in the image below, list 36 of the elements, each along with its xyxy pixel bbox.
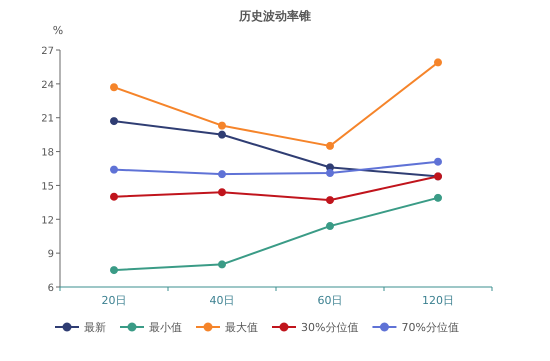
y-tick-label: 15 (41, 181, 54, 192)
x-tick-label: 40日 (210, 294, 234, 307)
y-tick-label: 21 (41, 114, 54, 125)
x-tick-label: 20日 (102, 294, 126, 307)
y-tick-label: 12 (41, 215, 54, 226)
x-tick-label: 120日 (422, 294, 454, 307)
legend-label: 最大值 (225, 321, 258, 334)
point (218, 122, 226, 130)
point (434, 158, 442, 166)
point (110, 166, 118, 174)
point (218, 260, 226, 268)
legend-label: 最新 (84, 321, 106, 334)
y-tick-label: 24 (41, 80, 54, 91)
point (110, 192, 118, 201)
point (326, 196, 334, 204)
legend-label: 最小值 (149, 321, 182, 334)
point (218, 130, 226, 139)
y-tick-label: 9 (48, 249, 54, 260)
point (218, 170, 226, 178)
point (434, 58, 442, 66)
point (326, 222, 334, 230)
y-tick-label: 18 (41, 148, 54, 159)
y-axis-title: % (52, 24, 64, 37)
point (326, 169, 334, 178)
point (110, 83, 118, 92)
point (110, 266, 118, 274)
chart-title: 历史波动率锥 (238, 9, 311, 23)
y-tick-label: 6 (48, 283, 54, 294)
legend-label: 30%分位值 (301, 321, 358, 334)
point (326, 142, 334, 150)
point (218, 188, 226, 196)
point (110, 117, 118, 126)
x-tick-label: 60日 (318, 294, 342, 307)
point (434, 194, 442, 202)
y-tick-label: 27 (41, 46, 54, 57)
legend-label: 70%分位值 (401, 321, 459, 334)
